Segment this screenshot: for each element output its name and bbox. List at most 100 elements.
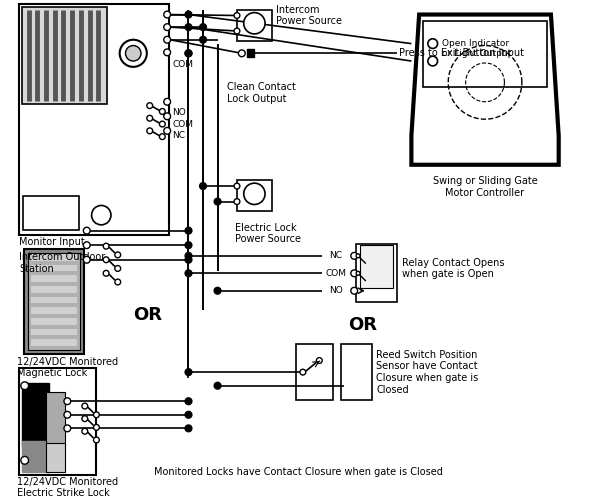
Circle shape	[185, 242, 192, 248]
Bar	[46, 443, 66, 472]
Circle shape	[185, 50, 192, 56]
Text: NO: NO	[172, 108, 186, 117]
Bar	[237, 180, 272, 212]
Bar	[30, 264, 77, 272]
Bar	[247, 50, 254, 57]
Circle shape	[351, 252, 358, 259]
Circle shape	[147, 128, 153, 134]
Circle shape	[83, 242, 90, 248]
Bar	[30, 296, 77, 304]
Circle shape	[234, 198, 240, 204]
Circle shape	[120, 40, 147, 67]
Text: Press to Exit Button Input: Press to Exit Button Input	[399, 48, 524, 58]
Bar	[360, 245, 393, 288]
Circle shape	[185, 412, 192, 418]
Circle shape	[64, 412, 71, 418]
Circle shape	[185, 24, 192, 30]
Circle shape	[147, 116, 153, 121]
Circle shape	[300, 369, 306, 375]
Text: OR: OR	[134, 306, 162, 324]
Text: Intercom
Power Source: Intercom Power Source	[276, 4, 342, 26]
Circle shape	[185, 398, 192, 404]
Circle shape	[83, 256, 90, 263]
Bar	[22, 441, 49, 472]
Bar	[30, 318, 77, 324]
Circle shape	[115, 266, 120, 272]
Text: Monitor Input: Monitor Input	[19, 238, 85, 248]
Bar	[296, 344, 333, 400]
Circle shape	[185, 228, 192, 234]
Circle shape	[159, 108, 165, 114]
Text: NO: NO	[329, 286, 343, 295]
Text: ~: ~	[248, 16, 261, 30]
Circle shape	[103, 243, 109, 249]
Text: ~: ~	[248, 187, 261, 201]
Circle shape	[200, 36, 206, 43]
Bar	[27, 253, 80, 350]
Circle shape	[214, 382, 221, 389]
Bar	[30, 254, 77, 260]
Text: Monitored Locks have Contact Closure when gate is Closed: Monitored Locks have Contact Closure whe…	[154, 467, 442, 477]
Circle shape	[82, 428, 88, 434]
Circle shape	[164, 11, 170, 18]
Bar	[24, 249, 84, 354]
Circle shape	[351, 270, 358, 276]
Circle shape	[115, 279, 120, 285]
Text: COM: COM	[325, 269, 346, 278]
Circle shape	[316, 358, 322, 364]
Circle shape	[351, 288, 358, 294]
Circle shape	[92, 206, 111, 225]
Polygon shape	[411, 14, 558, 165]
Circle shape	[82, 403, 88, 409]
Bar	[30, 275, 77, 282]
Circle shape	[200, 24, 206, 30]
Text: Swing or Sliding Gate
Motor Controller: Swing or Sliding Gate Motor Controller	[433, 176, 538, 198]
Circle shape	[64, 398, 71, 404]
Circle shape	[185, 252, 192, 259]
Bar	[30, 307, 77, 314]
Circle shape	[356, 254, 360, 258]
Bar	[423, 22, 547, 87]
Circle shape	[159, 134, 165, 140]
Text: NC: NC	[172, 131, 185, 140]
Text: Open Indicator
or Light Output: Open Indicator or Light Output	[442, 39, 511, 58]
Bar	[22, 383, 49, 446]
Bar	[356, 244, 397, 302]
Text: Electric Lock
Power Source: Electric Lock Power Source	[235, 223, 301, 244]
Circle shape	[83, 228, 90, 234]
Circle shape	[164, 24, 170, 30]
Text: OR: OR	[349, 316, 377, 334]
Circle shape	[159, 121, 165, 127]
Circle shape	[115, 252, 120, 258]
Circle shape	[164, 98, 170, 105]
Circle shape	[185, 50, 192, 56]
Circle shape	[185, 256, 192, 263]
Circle shape	[82, 416, 88, 422]
Circle shape	[244, 12, 265, 34]
Text: COM: COM	[172, 60, 193, 70]
Text: NC: NC	[329, 252, 342, 260]
Bar	[30, 339, 77, 346]
Circle shape	[214, 288, 221, 294]
Circle shape	[214, 198, 221, 205]
Circle shape	[234, 28, 240, 34]
Circle shape	[147, 102, 153, 108]
Bar	[341, 344, 372, 400]
Circle shape	[21, 456, 29, 464]
Circle shape	[94, 437, 100, 443]
Circle shape	[94, 424, 100, 430]
Circle shape	[185, 425, 192, 432]
Text: 12/24VDC Monitored
Magnetic Lock: 12/24VDC Monitored Magnetic Lock	[17, 356, 118, 378]
Bar	[19, 4, 169, 234]
Circle shape	[428, 39, 437, 48]
Bar	[46, 392, 66, 446]
Text: COM: COM	[172, 120, 193, 128]
Bar	[30, 328, 77, 336]
Text: Relay Contact Opens
when gate is Open: Relay Contact Opens when gate is Open	[402, 258, 504, 279]
Bar	[19, 368, 97, 475]
Bar	[237, 10, 272, 40]
Circle shape	[164, 49, 170, 56]
Bar	[23, 196, 79, 230]
Circle shape	[21, 382, 29, 390]
Circle shape	[185, 270, 192, 276]
